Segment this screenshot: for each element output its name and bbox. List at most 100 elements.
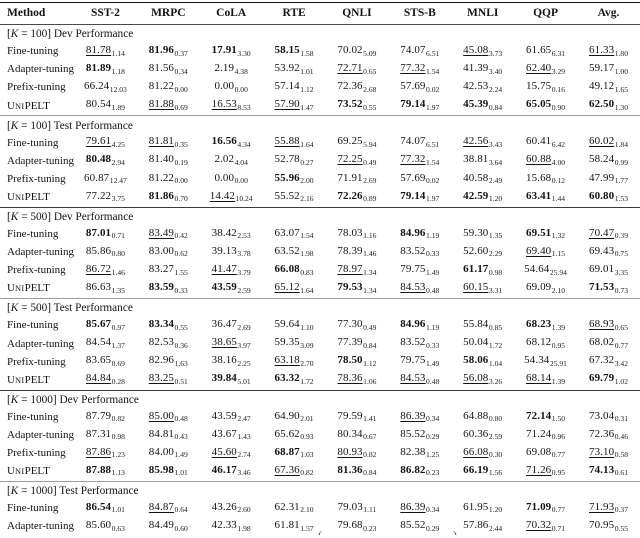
result-value: 62.50	[588, 98, 615, 111]
result-std: 6.31	[551, 48, 566, 58]
result-std: 1.19	[426, 322, 440, 332]
section-title-row: [K = 500] Test Performance	[0, 298, 640, 318]
result-value: 81.22	[148, 80, 175, 93]
section-title: [K = 500] Test Performance	[0, 298, 640, 318]
result-cell: 2.194.38	[200, 61, 263, 79]
result-cell: 83.520.33	[388, 335, 451, 353]
result-std: 0.34	[426, 414, 440, 424]
table-row: Adapter-tuning 87.310.98 84.810.43 43.671.4…	[0, 427, 640, 445]
result-value: 81.56	[148, 62, 175, 75]
result-std: 2.01	[300, 414, 314, 424]
method-label: Fine-tuning	[7, 45, 59, 58]
result-std: 0.84	[363, 340, 377, 350]
result-std: 1.46	[111, 267, 125, 277]
section-title: [K = 1000] Test Performance	[0, 480, 640, 500]
result-std: 0.73	[614, 285, 629, 295]
section-title: [K = 500] Dev Performance	[0, 206, 640, 226]
result-std: 0.33	[174, 285, 188, 295]
result-cell: 42.563.43	[451, 134, 514, 152]
section-title-row: [K = 100] Test Performance	[0, 115, 640, 135]
result-std: 0.98	[488, 267, 503, 277]
method-cell: UniPELT	[0, 280, 74, 299]
result-value: 83.34	[148, 318, 175, 331]
result-value: 83.52	[400, 244, 426, 257]
result-std: 3.29	[551, 66, 566, 76]
result-cell: 72.141.50	[514, 409, 577, 427]
result-std: 0.12	[551, 176, 566, 186]
result-std: 0.49	[363, 158, 377, 168]
column-header-rte: RTE	[282, 7, 306, 19]
result-cell: 87.790.82	[74, 409, 137, 427]
section-title-row: [K = 1000] Dev Performance	[0, 389, 640, 409]
result-cell: 72.250.49	[326, 152, 389, 170]
result-cell: 60.416.42	[514, 134, 577, 152]
result-cell: 68.871.03	[263, 445, 326, 463]
result-value: 85.52	[400, 427, 426, 440]
result-std: 0.23	[363, 523, 377, 533]
method-label: Fine-tuning	[7, 136, 59, 149]
result-value: 36.47	[211, 318, 237, 331]
result-value: 72.14	[526, 409, 552, 422]
result-std: 0.61	[614, 468, 629, 478]
result-std: 0.55	[614, 523, 629, 533]
result-cell: 80.541.89	[74, 97, 137, 116]
result-value: 77.22	[85, 189, 112, 202]
result-std: 5.01	[237, 377, 251, 386]
result-cell: 86.390.34	[388, 409, 451, 427]
result-cell: 79.591.41	[326, 409, 389, 427]
result-value: 43.59	[211, 281, 237, 294]
result-cell: 78.391.46	[326, 244, 389, 262]
result-cell: 17.913.30	[200, 43, 263, 61]
result-value: 82.38	[400, 445, 426, 458]
table-row: Prefix-tuning 86.721.46 83.271.55 41.473.79…	[0, 262, 640, 280]
method-cell: Fine-tuning	[0, 226, 74, 244]
result-value: 67.32	[588, 354, 615, 367]
result-cell: 79.751.49	[388, 262, 451, 280]
result-cell: 85.860.80	[74, 244, 137, 262]
result-value: 58.24	[588, 153, 615, 166]
result-cell: 57.901.47	[263, 97, 326, 116]
result-std: 0.93	[300, 432, 314, 442]
result-value: 56.08	[463, 372, 489, 385]
result-std: 0.69	[111, 358, 125, 368]
result-cell: 67.360.82	[263, 463, 326, 482]
result-std: 0.97	[111, 322, 125, 332]
result-cell: 72.260.89	[326, 189, 389, 208]
result-cell: 52.780.27	[263, 152, 326, 170]
result-std: 4.00	[551, 158, 566, 168]
result-value: 66.08	[463, 445, 489, 458]
table-row: Adapter-tuning 84.541.37 82.530.36 38.653.9…	[0, 335, 640, 353]
result-cell: 73.520.55	[326, 97, 389, 116]
result-cell: 79.751.49	[388, 353, 451, 371]
result-cell: 81.960.37	[137, 43, 200, 61]
result-value: 87.86	[85, 445, 112, 458]
result-value: 62.40	[526, 62, 552, 75]
result-cell: 84.961.19	[388, 317, 451, 335]
result-value: 85.52	[400, 518, 426, 531]
result-cell: 38.422.53	[200, 226, 263, 244]
table-row: UniPELT 87.881.13 85.981.01 46.173.46 67.360…	[0, 463, 640, 482]
result-value: 42.56	[463, 135, 489, 148]
result-value: 64.88	[463, 409, 489, 422]
result-cell: 84.961.19	[388, 226, 451, 244]
result-std: 1.10	[300, 322, 314, 332]
result-value: 2.02	[214, 153, 235, 166]
table-row: Adapter-tuning 85.860.80 83.000.62 39.133.7…	[0, 244, 640, 262]
result-value: 38.16	[211, 354, 237, 367]
result-std: 0.46	[614, 432, 629, 442]
result-std: 0.37	[174, 48, 188, 58]
method-label: ni	[14, 375, 25, 385]
result-value: 72.36	[337, 80, 363, 93]
result-std: 0.31	[614, 414, 629, 424]
section-title: [K = 100] Test Performance	[0, 115, 640, 135]
result-std: 0.16	[551, 84, 566, 94]
result-cell: 39.133.78	[200, 244, 263, 262]
result-cell: 85.520.29	[388, 518, 451, 536]
result-cell: 81.220.00	[137, 79, 200, 97]
result-std: 2.59	[237, 285, 251, 295]
result-cell: 77.300.49	[326, 317, 389, 335]
result-value: 83.27	[148, 262, 175, 275]
result-value: 82.53	[148, 336, 175, 349]
result-cell: 68.020.77	[577, 335, 640, 353]
result-std: 2.60	[237, 505, 251, 515]
